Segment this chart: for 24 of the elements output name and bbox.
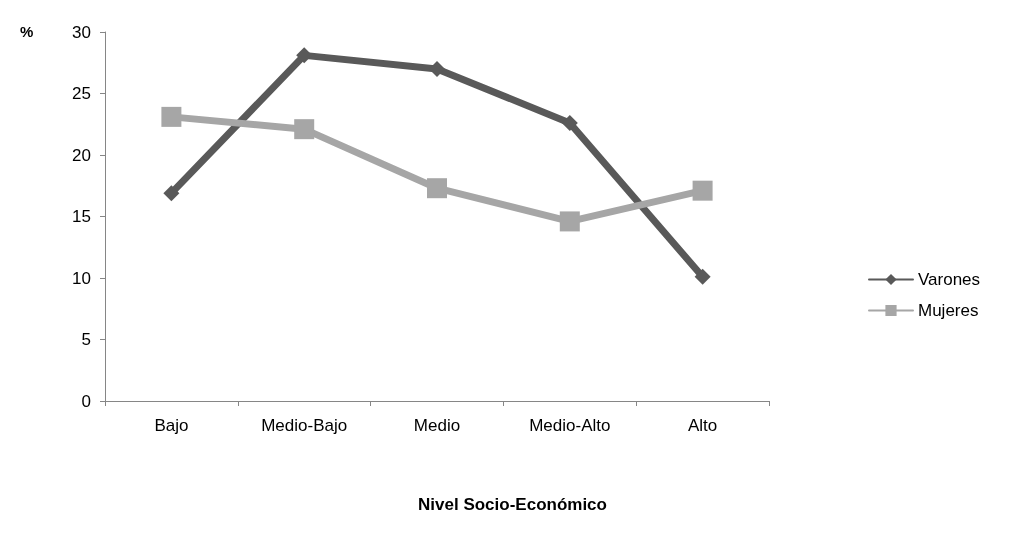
y-tick-label: 0 (81, 391, 91, 411)
point (561, 115, 578, 132)
legend-label: Varones (918, 270, 981, 289)
x-tick-label: Bajo (154, 416, 189, 435)
legend-label: Mujeres (918, 301, 979, 320)
y-tick-label: 15 (72, 207, 91, 226)
x-tick-label: Medio-Bajo (261, 416, 348, 435)
x-axis-title: Nivel Socio-Económico (418, 495, 607, 514)
point (694, 268, 711, 285)
x-tick-label: Alto (687, 416, 718, 435)
x-tick-label: Medio-Alto (529, 416, 611, 435)
point (294, 119, 315, 140)
point (163, 185, 180, 202)
point (692, 180, 713, 201)
point (161, 106, 182, 127)
point (427, 178, 447, 199)
point (559, 211, 580, 232)
y-tick-label: 25 (72, 84, 91, 103)
y-tick-label: 10 (72, 268, 91, 288)
y-tick-label: 20 (72, 145, 91, 165)
x-tick-label: Medio (413, 416, 461, 435)
y-tick-label: 5 (81, 330, 91, 349)
y-axis-title: % (20, 23, 34, 40)
y-tick-label: 30 (72, 22, 91, 42)
